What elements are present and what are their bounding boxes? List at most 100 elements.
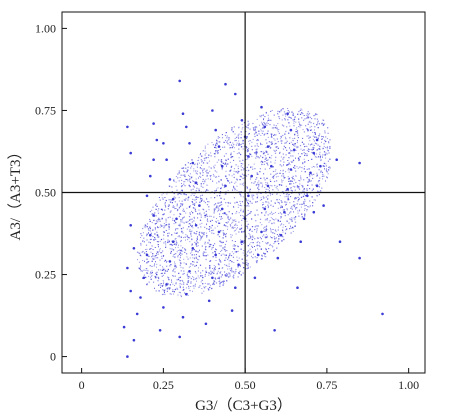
density-dot xyxy=(267,198,269,200)
density-dot xyxy=(246,147,247,149)
density-dot xyxy=(277,229,279,231)
density-dot xyxy=(285,138,287,140)
density-dot xyxy=(316,195,318,197)
density-dot xyxy=(255,149,257,151)
density-dot xyxy=(267,214,269,216)
density-dot xyxy=(229,202,231,204)
density-dot xyxy=(299,194,301,196)
density-dot xyxy=(156,255,157,256)
density-dot xyxy=(163,231,165,233)
density-dot xyxy=(213,281,215,283)
density-dot xyxy=(224,264,226,266)
density-dot xyxy=(292,140,294,142)
density-dot xyxy=(291,190,293,192)
density-dot xyxy=(305,205,307,206)
density-dot xyxy=(204,287,206,289)
density-dot xyxy=(228,260,230,262)
density-dot xyxy=(294,137,296,139)
density-dot xyxy=(220,245,222,247)
density-dot xyxy=(231,147,233,149)
density-dot xyxy=(211,224,213,227)
density-dot xyxy=(194,257,196,259)
density-dot xyxy=(265,211,267,213)
data-point xyxy=(214,128,217,132)
density-dot xyxy=(222,281,224,283)
density-dot xyxy=(177,294,179,296)
density-dot xyxy=(206,219,208,221)
density-dot xyxy=(292,161,294,163)
density-dot xyxy=(162,274,164,276)
density-dot xyxy=(182,267,184,269)
density-dot xyxy=(189,276,191,278)
density-dot xyxy=(174,197,177,199)
density-dot xyxy=(177,194,179,196)
density-dot xyxy=(197,159,199,161)
density-dot xyxy=(306,153,308,155)
density-dot xyxy=(202,277,204,279)
density-dot xyxy=(322,178,324,180)
density-dot xyxy=(189,290,191,292)
density-dot xyxy=(283,177,285,179)
density-dot xyxy=(199,173,201,175)
density-dot xyxy=(199,201,201,203)
density-dot xyxy=(319,149,321,151)
density-dot xyxy=(309,188,311,190)
density-dot xyxy=(302,186,304,188)
density-dot xyxy=(204,243,206,245)
density-dot xyxy=(185,221,187,223)
density-dot xyxy=(265,157,267,159)
density-dot xyxy=(271,193,274,195)
density-dot xyxy=(230,270,232,272)
density-dot xyxy=(195,210,197,212)
density-dot xyxy=(146,233,148,235)
density-dot xyxy=(263,197,265,198)
density-dot xyxy=(294,189,296,191)
density-dot xyxy=(198,177,199,179)
density-dot xyxy=(161,238,163,240)
density-dot xyxy=(265,182,267,184)
density-dot xyxy=(246,154,248,157)
density-dot xyxy=(253,163,255,165)
density-dot xyxy=(249,128,251,130)
density-dot xyxy=(265,184,267,186)
density-dot xyxy=(256,145,258,147)
density-dot xyxy=(184,174,186,176)
density-dot xyxy=(160,273,162,274)
density-dot xyxy=(275,169,277,171)
density-dot xyxy=(213,267,216,269)
density-dot xyxy=(193,194,195,196)
density-dot xyxy=(267,188,269,190)
density-dot xyxy=(172,217,174,219)
density-dot xyxy=(288,116,290,118)
density-dot xyxy=(272,232,274,234)
density-dot xyxy=(298,199,299,201)
density-dot xyxy=(293,151,295,153)
density-dot xyxy=(152,253,154,255)
density-dot xyxy=(205,157,207,159)
density-dot xyxy=(266,132,269,135)
density-dot xyxy=(258,184,260,186)
data-point xyxy=(230,309,234,312)
density-dot xyxy=(194,241,196,243)
density-dot xyxy=(291,169,293,171)
density-dot xyxy=(180,219,182,221)
density-dot xyxy=(262,202,264,203)
density-dot xyxy=(210,260,212,262)
density-dot xyxy=(193,204,196,206)
density-dot xyxy=(252,122,254,125)
density-dot xyxy=(189,178,191,180)
density-dot xyxy=(235,139,237,142)
density-dot xyxy=(242,139,244,142)
density-dot xyxy=(254,246,255,247)
density-dot xyxy=(291,150,293,152)
density-dot xyxy=(190,252,191,254)
density-dot xyxy=(323,136,324,138)
density-dot xyxy=(168,199,170,201)
density-dot xyxy=(270,227,271,229)
density-dot xyxy=(242,211,244,213)
density-dot xyxy=(251,255,252,257)
density-dot xyxy=(237,246,239,248)
density-dot xyxy=(167,232,169,235)
density-dot xyxy=(255,201,257,203)
density-dot xyxy=(246,259,248,261)
